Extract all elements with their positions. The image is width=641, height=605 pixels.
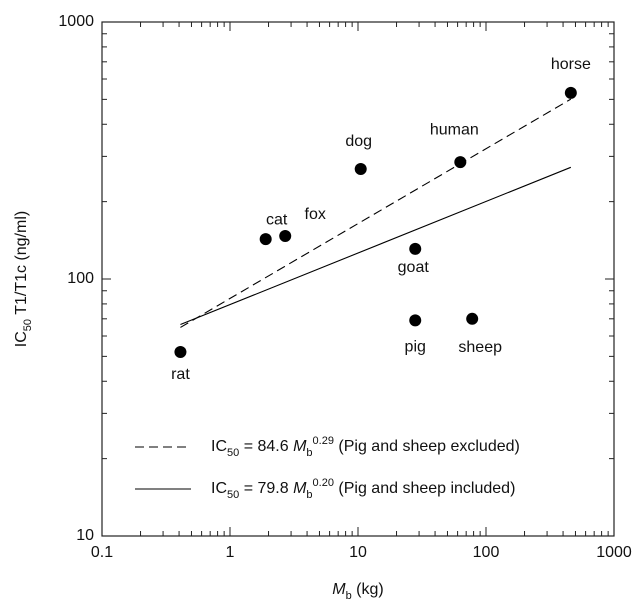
label-part: IC [13, 331, 30, 347]
y-axis-label: IC50 T1/T1c (ng/ml) [13, 211, 34, 347]
x-tick-label: 100 [473, 544, 500, 561]
point-label: human [430, 121, 479, 138]
point-label: dog [345, 133, 372, 150]
legend-entry: IC50 = 79.8 Mb0.20 (Pig and sheep includ… [211, 477, 515, 501]
point [454, 156, 467, 169]
label-part: (Pig and sheep excluded) [334, 438, 520, 455]
label-part: b [306, 489, 312, 501]
label-part: = 84.6 [239, 438, 293, 455]
legend-entry: IC50 = 84.6 Mb0.29 (Pig and sheep exclud… [211, 435, 520, 459]
label-part: b [346, 590, 352, 602]
y-tick-label: 10 [76, 527, 94, 544]
plot-frame [101, 21, 615, 537]
point [409, 242, 422, 255]
x-tick-label: 1000 [596, 544, 632, 561]
x-axis-label: Mb (kg) [332, 581, 383, 602]
point-label: goat [398, 259, 430, 276]
point-label: rat [171, 366, 190, 383]
point-label: fox [305, 206, 326, 223]
x-tick-label: 0.1 [91, 544, 113, 561]
y-tick-label: 100 [67, 270, 94, 287]
point [174, 345, 187, 358]
point [259, 233, 272, 246]
point [409, 314, 422, 327]
label-part: M [332, 581, 346, 598]
label-part: 0.20 [313, 477, 334, 489]
label-part: 50 [22, 319, 34, 331]
x-tick-label: 10 [349, 544, 367, 561]
y-tick-label: 1000 [58, 13, 94, 30]
label-part: 50 [227, 447, 239, 459]
fit-line [180, 166, 572, 326]
label-part: M [293, 480, 307, 497]
point-label: horse [551, 56, 591, 73]
label-part: T1/T1c (ng/ml) [13, 211, 30, 319]
label-part: b [306, 447, 312, 459]
label-part: 0.29 [313, 435, 334, 447]
label-part: IC [211, 480, 227, 497]
point [466, 312, 479, 325]
point-label: pig [405, 339, 426, 356]
label-part: = 79.8 [239, 480, 293, 497]
fit-line [180, 98, 572, 328]
label-part: M [293, 438, 307, 455]
label-part: IC [211, 438, 227, 455]
x-tick-label: 1 [226, 544, 235, 561]
point-label: sheep [458, 339, 502, 356]
label-part: (kg) [352, 581, 384, 598]
point [354, 162, 367, 175]
label-part: 50 [227, 489, 239, 501]
label-part: (Pig and sheep included) [334, 480, 515, 497]
point [279, 229, 292, 242]
point-label: cat [266, 211, 288, 228]
point [564, 86, 577, 99]
